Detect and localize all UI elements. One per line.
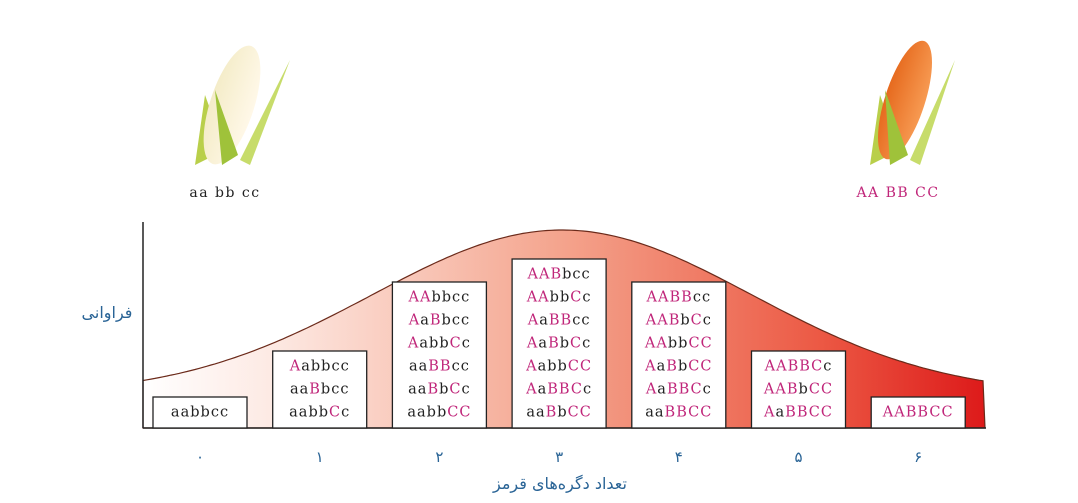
- genotype-box: [750, 350, 847, 429]
- x-tick-label: ۰: [196, 448, 204, 466]
- genotype: AABBCC: [882, 405, 954, 421]
- genotype: AaBbCc: [526, 336, 591, 352]
- genotype: aaBbCC: [526, 405, 591, 421]
- corn-label: AA BB CC: [855, 185, 939, 201]
- genotype: aabbcc: [171, 405, 229, 421]
- genotype: AaBBCC: [763, 405, 833, 421]
- x-tick-label: ۵: [794, 448, 802, 466]
- genotype: AABBCc: [764, 359, 833, 375]
- genotype: AaBBCc: [525, 382, 592, 398]
- genotype: AaBBcc: [527, 313, 591, 329]
- genotype-box: [511, 258, 607, 429]
- red-corn: [870, 40, 955, 165]
- genotype: aabbCc: [289, 405, 350, 421]
- x-tick-label: ۳: [555, 448, 563, 466]
- genotype: AABBcc: [646, 290, 712, 306]
- white-corn: [195, 45, 290, 165]
- genotype: AaBbcc: [408, 313, 470, 329]
- genotype-box: [152, 396, 248, 429]
- x-tick-label: ۴: [675, 448, 683, 466]
- x-tick-label: ۶: [914, 448, 922, 466]
- genotype: AaBbCC: [644, 359, 712, 375]
- genotype: aaBBcc: [409, 359, 470, 375]
- x-tick-label: ۱: [316, 448, 324, 466]
- genotype: AABbCc: [645, 313, 712, 329]
- genotype: AABbcc: [527, 267, 591, 283]
- genotype: aaBBCC: [645, 405, 712, 421]
- genotype: aaBbcc: [290, 382, 350, 398]
- genotype-box: [631, 281, 727, 429]
- genotype: AaBBCc: [645, 382, 712, 398]
- genotype: AABbCC: [763, 382, 833, 398]
- genotype: AabbCc: [407, 336, 471, 352]
- genotype: aaBbCc: [408, 382, 471, 398]
- genotype: AAbbCC: [644, 336, 713, 352]
- genotype: AAbbCc: [526, 290, 592, 306]
- genotype: Aabbcc: [289, 359, 350, 375]
- genotype: AAbbcc: [407, 290, 470, 306]
- x-axis-label: تعداد دگره‌های قرمز: [492, 474, 627, 494]
- genotype-box: [391, 281, 488, 429]
- genotype-box: [870, 396, 966, 429]
- y-axis-label: فراوانی: [82, 303, 133, 323]
- x-tick-label: ۲: [435, 448, 443, 466]
- corn-label: aa bb cc: [189, 185, 260, 201]
- genotype: aabbCC: [407, 405, 471, 421]
- genotype: AabbCC: [525, 359, 592, 375]
- genotype-box: [272, 350, 368, 429]
